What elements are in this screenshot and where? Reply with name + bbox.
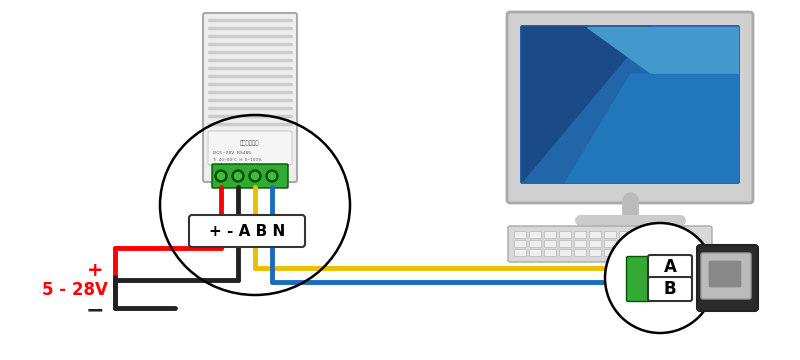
FancyBboxPatch shape (530, 249, 542, 256)
FancyBboxPatch shape (619, 231, 631, 238)
FancyBboxPatch shape (508, 226, 712, 262)
FancyBboxPatch shape (514, 231, 526, 238)
FancyBboxPatch shape (665, 231, 677, 238)
FancyBboxPatch shape (574, 249, 586, 256)
Polygon shape (522, 27, 651, 182)
FancyBboxPatch shape (189, 215, 305, 247)
FancyBboxPatch shape (650, 240, 662, 248)
FancyBboxPatch shape (514, 249, 526, 256)
FancyBboxPatch shape (650, 249, 662, 256)
FancyBboxPatch shape (626, 256, 651, 302)
FancyBboxPatch shape (559, 240, 571, 248)
FancyBboxPatch shape (590, 249, 602, 256)
FancyBboxPatch shape (634, 240, 646, 248)
FancyBboxPatch shape (634, 231, 646, 238)
Circle shape (269, 172, 275, 180)
FancyBboxPatch shape (701, 253, 751, 299)
FancyBboxPatch shape (590, 231, 602, 238)
Text: T: -40~80°C  H: 0~100%: T: -40~80°C H: 0~100% (213, 158, 262, 162)
FancyBboxPatch shape (665, 240, 677, 248)
FancyBboxPatch shape (605, 240, 617, 248)
FancyBboxPatch shape (634, 249, 646, 256)
FancyBboxPatch shape (679, 240, 691, 248)
Polygon shape (565, 73, 738, 182)
FancyBboxPatch shape (697, 245, 758, 311)
FancyBboxPatch shape (605, 231, 617, 238)
Text: 温湿度变送器: 温湿度变送器 (240, 140, 260, 146)
FancyBboxPatch shape (507, 12, 753, 203)
Circle shape (251, 172, 258, 180)
FancyBboxPatch shape (590, 240, 602, 248)
Circle shape (215, 170, 227, 182)
Text: DC5~28V  RS485: DC5~28V RS485 (213, 151, 251, 155)
FancyBboxPatch shape (648, 255, 692, 279)
FancyBboxPatch shape (679, 231, 691, 238)
FancyBboxPatch shape (530, 231, 542, 238)
FancyBboxPatch shape (530, 240, 542, 248)
FancyBboxPatch shape (709, 261, 741, 287)
FancyBboxPatch shape (208, 131, 292, 165)
FancyBboxPatch shape (545, 231, 557, 238)
Text: +: + (86, 261, 103, 279)
Text: −: − (86, 300, 104, 320)
FancyBboxPatch shape (203, 13, 297, 182)
Circle shape (266, 170, 278, 182)
FancyBboxPatch shape (619, 249, 631, 256)
FancyBboxPatch shape (574, 231, 586, 238)
Text: B: B (664, 280, 676, 298)
FancyBboxPatch shape (545, 249, 557, 256)
FancyBboxPatch shape (559, 249, 571, 256)
Text: A: A (663, 258, 677, 276)
FancyBboxPatch shape (650, 231, 662, 238)
Circle shape (605, 223, 715, 333)
Text: + - A B N: + - A B N (209, 224, 285, 238)
FancyBboxPatch shape (574, 240, 586, 248)
FancyBboxPatch shape (665, 249, 677, 256)
Circle shape (218, 172, 225, 180)
FancyBboxPatch shape (520, 25, 740, 184)
Circle shape (234, 172, 242, 180)
FancyBboxPatch shape (679, 249, 691, 256)
FancyBboxPatch shape (212, 164, 288, 188)
Circle shape (249, 170, 261, 182)
Text: 5 - 28V: 5 - 28V (42, 281, 108, 299)
FancyBboxPatch shape (514, 240, 526, 248)
FancyBboxPatch shape (619, 240, 631, 248)
FancyBboxPatch shape (605, 249, 617, 256)
FancyBboxPatch shape (545, 240, 557, 248)
FancyBboxPatch shape (648, 277, 692, 301)
FancyBboxPatch shape (559, 231, 571, 238)
Polygon shape (586, 27, 738, 135)
Circle shape (232, 170, 244, 182)
